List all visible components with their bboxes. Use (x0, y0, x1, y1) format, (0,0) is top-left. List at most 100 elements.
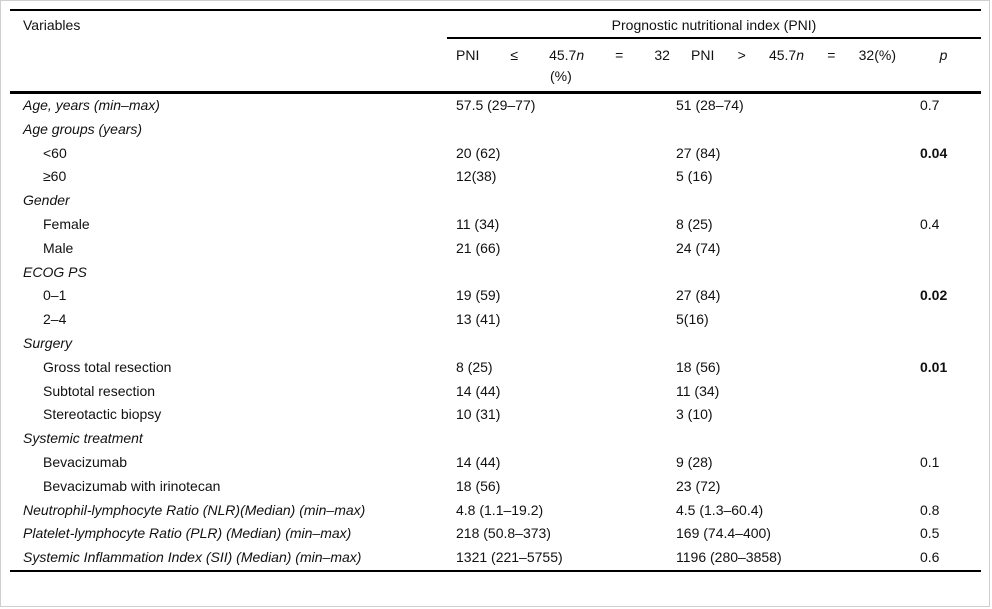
pni-low-percent-label: (%) (550, 68, 572, 84)
variable-label: Neutrophil-lymphocyte Ratio (NLR)(Median… (23, 501, 366, 518)
pni-low-value: 14 (44) (456, 453, 501, 470)
p-value (906, 189, 981, 213)
variable-label: Gender (23, 192, 70, 209)
pni-high-value (676, 261, 906, 285)
variable-label: Systemic treatment (23, 430, 143, 447)
pni-high-value: 27 (84) (676, 287, 721, 304)
p-value (906, 403, 981, 427)
pni-high-value (676, 189, 906, 213)
pni-high-value: 169 (74.4–400) (676, 525, 771, 542)
lte-symbol: ≤ (510, 47, 519, 63)
table-row: Female 11 (34) 8 (25) 0.4 (10, 213, 981, 237)
p-value: 0.6 (920, 549, 940, 566)
pni-high-value: 4.5 (1.3–60.4) (676, 501, 764, 518)
pni-high-value: 5(16) (676, 311, 709, 328)
variable-label: <60 (43, 144, 67, 161)
p-value: 0.1 (920, 453, 940, 470)
pni-high-value: 11 (34) (676, 382, 720, 399)
p-value: 0.8 (920, 501, 940, 518)
equals-symbol: = (827, 47, 836, 63)
pni-high-value (676, 118, 906, 142)
p-value (906, 237, 981, 261)
table-row: Systemic treatment (10, 427, 981, 451)
variable-label: Stereotactic biopsy (43, 406, 162, 423)
pni-low-header-line1: PNI ≤ 45.7n = 32 (456, 45, 670, 66)
pni-high-header-line1: PNI > 45.7n = 32(%) (691, 45, 896, 66)
pni-low-value: 10 (31) (456, 406, 501, 423)
pni-high-token: PNI (691, 47, 715, 63)
p-value: 0.01 (920, 358, 948, 375)
table-row: Age groups (years) (10, 118, 981, 142)
pni-low-value: 20 (62) (456, 144, 501, 161)
table-row: 2–4 13 (41) 5(16) (10, 308, 981, 332)
pni-low-value: 12(38) (456, 168, 497, 185)
pni-high-value: 8 (25) (676, 215, 713, 232)
gt-symbol: > (737, 47, 746, 63)
variable-label: Age groups (years) (23, 120, 143, 137)
table-row: Age, years (min–max) 57.5 (29–77) 51 (28… (10, 94, 981, 118)
pni-low-value: 13 (41) (456, 311, 501, 328)
pni-low-column-header: PNI ≤ 45.7n = 32 (%) (447, 45, 676, 87)
p-label: p (939, 47, 948, 63)
pni-high-value: 3 (10) (676, 406, 713, 423)
table-row: Male 21 (66) 24 (74) (10, 237, 981, 261)
header-row-group: Variables Prognostic nutritional index (… (10, 11, 981, 91)
table-row: 0–1 19 (59) 27 (84) 0.02 (10, 284, 981, 308)
pni-low-value: 57.5 (29–77) (456, 97, 536, 113)
table-row: Gross total resection 8 (25) 18 (56) 0.0… (10, 356, 981, 380)
pni-group-title: Prognostic nutritional index (PNI) (447, 11, 981, 39)
header-row-subcolumns: PNI ≤ 45.7n = 32 (%) PNI > (447, 39, 981, 91)
pni-low-value (447, 261, 676, 285)
table-row: Subtotal resection 14 (44) 11 (34) (10, 380, 981, 404)
pni-low-cutoff: 45.7n (549, 47, 585, 63)
pni-low-value: 218 (50.8–373) (456, 525, 551, 542)
p-value (906, 118, 981, 142)
p-value (906, 308, 981, 332)
pni-low-value: 8 (25) (456, 358, 493, 375)
p-value: 0.7 (920, 97, 940, 113)
p-value: 0.4 (920, 215, 940, 232)
pni-low-value (447, 427, 676, 451)
p-value (906, 261, 981, 285)
pni-high-value: 51 (28–74) (676, 97, 744, 113)
variable-label: Bevacizumab with irinotecan (43, 477, 221, 494)
table-row: Surgery (10, 332, 981, 356)
pni-group-region: Prognostic nutritional index (PNI) PNI ≤… (447, 11, 981, 91)
table-row: ECOG PS (10, 261, 981, 285)
pni-low-n: 32 (654, 47, 670, 63)
pni-high-value: 1196 (280–3858) (676, 549, 782, 566)
variable-label: Female (43, 215, 90, 232)
variable-label: Gross total resection (43, 358, 172, 375)
pni-low-value (447, 118, 676, 142)
pni-high-column-header: PNI > 45.7n = 32(%) (676, 45, 906, 87)
variable-label: Age, years (min–max) (23, 97, 160, 113)
variables-column-header: Variables (23, 17, 81, 33)
p-value (906, 427, 981, 451)
pni-low-value: 19 (59) (456, 287, 501, 304)
pni-high-value: 9 (28) (676, 453, 713, 470)
pni-high-value: 5 (16) (676, 168, 713, 185)
p-value (906, 165, 981, 189)
table-row: Systemic Inflammation Index (SII) (Media… (10, 546, 981, 570)
p-value: 0.02 (920, 287, 948, 304)
p-value (906, 332, 981, 356)
table-row: Gender (10, 189, 981, 213)
pni-low-value: 14 (44) (456, 382, 501, 399)
variable-label: Platelet-lymphocyte Ratio (PLR) (Median)… (23, 525, 352, 542)
pni-high-value: 27 (84) (676, 144, 721, 161)
variable-label: ECOG PS (23, 263, 87, 280)
pni-low-value: 21 (66) (456, 239, 501, 256)
p-value: 0.04 (920, 144, 948, 161)
pni-low-value (447, 189, 676, 213)
pni-high-value (676, 332, 906, 356)
pni-high-value: 18 (56) (676, 358, 721, 375)
variable-label: Bevacizumab (43, 453, 128, 470)
variable-label: Subtotal resection (43, 382, 156, 399)
p-value (906, 380, 981, 404)
pni-high-value (676, 427, 906, 451)
pni-low-value: 18 (56) (456, 477, 501, 494)
p-value (906, 475, 981, 499)
pni-low-token: PNI (456, 47, 480, 63)
variable-label: Surgery (23, 334, 73, 351)
